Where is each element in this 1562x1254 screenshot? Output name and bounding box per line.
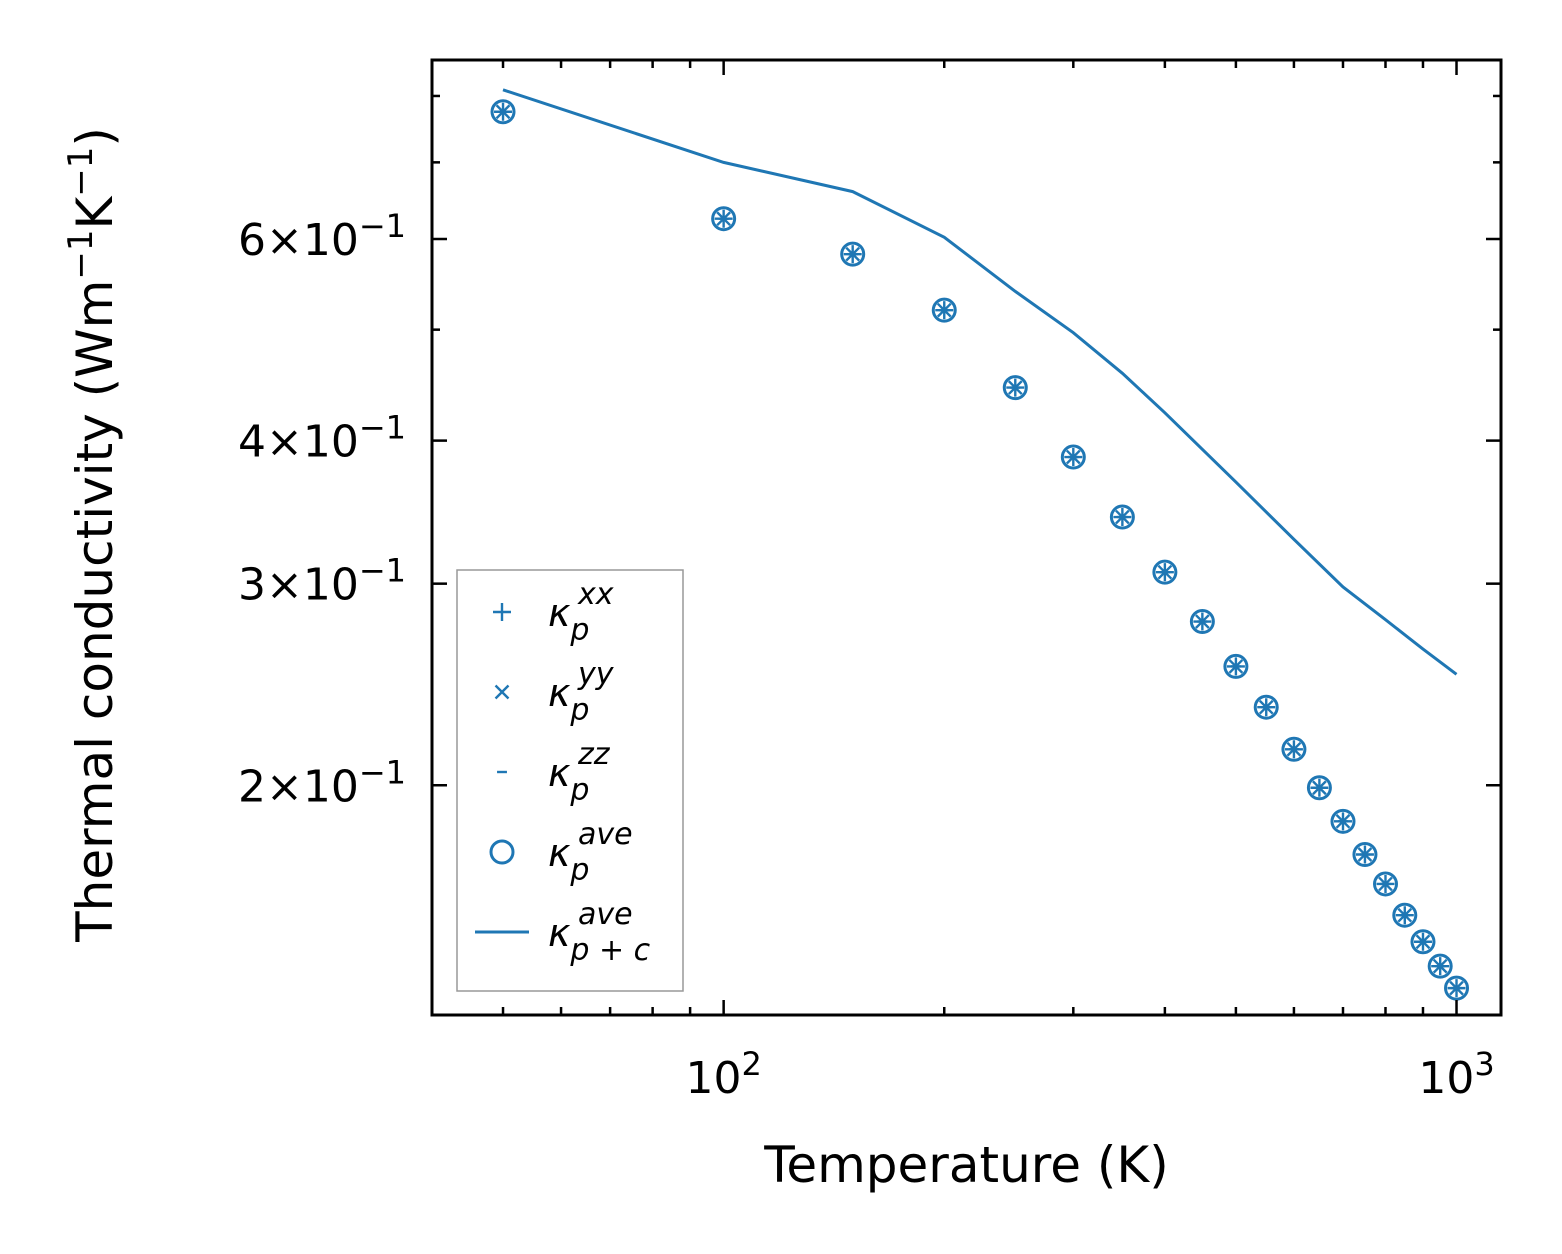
data-point-circle bbox=[1330, 808, 1356, 834]
y-tick-mantissa: 2 bbox=[238, 761, 266, 812]
legend-item: κp + cave bbox=[475, 897, 651, 968]
legend-marker-plus bbox=[493, 603, 511, 621]
data-point-circle bbox=[711, 206, 737, 232]
y-tick-exp: −1 bbox=[359, 753, 406, 791]
y-tick-times: × bbox=[266, 417, 303, 468]
y-tick-exp: −1 bbox=[359, 552, 406, 590]
y-tick-label: 4×10−1 bbox=[238, 409, 406, 468]
y-axis-label-mid: K bbox=[66, 196, 124, 230]
y-tick-label: 6×10−1 bbox=[238, 207, 406, 266]
legend-superscript: yy bbox=[577, 657, 615, 692]
series-layer bbox=[490, 88, 1470, 1001]
y-axis-label-exp1: −1 bbox=[61, 230, 101, 280]
y-tick-mantissa: 6 bbox=[238, 215, 266, 266]
legend-symbol: κ bbox=[548, 751, 571, 795]
legend-superscript: xx bbox=[577, 577, 614, 612]
x-tick-exp: 3 bbox=[1474, 1045, 1494, 1083]
x-tick-label: 102 bbox=[685, 1045, 761, 1104]
series-line bbox=[502, 88, 1458, 676]
y-axis-label-exp2: −1 bbox=[61, 147, 101, 197]
data-point-circle bbox=[1352, 842, 1378, 868]
y-tick-label: 3×10−1 bbox=[238, 552, 406, 611]
legend-marker-x bbox=[494, 684, 510, 700]
y-tick-exp: −1 bbox=[359, 409, 406, 447]
data-point-circle bbox=[1060, 444, 1086, 470]
legend-subscript: p bbox=[569, 613, 589, 648]
y-axis-label: Thermal conductivity (Wm−1K−1) bbox=[61, 127, 124, 943]
y-tick-mantissa: 3 bbox=[238, 560, 266, 611]
data-point-circle bbox=[1392, 902, 1418, 928]
data-point-circle bbox=[1223, 653, 1249, 679]
legend-superscript: ave bbox=[578, 897, 633, 932]
series-line bbox=[502, 88, 1458, 676]
data-point-circle bbox=[490, 99, 516, 125]
x-tick-base: 10 bbox=[1418, 1053, 1474, 1104]
y-tick-base: 10 bbox=[303, 417, 359, 468]
data-point-circle bbox=[840, 241, 866, 267]
data-point-circle bbox=[1427, 953, 1453, 979]
x-axis-label: Temperature (K) bbox=[763, 1136, 1168, 1194]
legend-superscript: zz bbox=[577, 737, 611, 772]
y-tick-mantissa: 4 bbox=[238, 417, 266, 468]
legend-item: κpyy bbox=[494, 657, 615, 728]
data-point-circle bbox=[1372, 871, 1398, 897]
y-tick-exp: −1 bbox=[359, 207, 406, 245]
data-point-circle bbox=[1410, 929, 1436, 955]
x-tick-exp: 2 bbox=[741, 1045, 761, 1083]
legend-item: κpave bbox=[489, 817, 633, 888]
legend-label: κpyy bbox=[548, 657, 615, 728]
data-point-circle bbox=[1253, 694, 1279, 720]
legend-label: κp + cave bbox=[548, 897, 651, 968]
data-point-circle bbox=[1002, 375, 1028, 401]
legend-subscript: p bbox=[569, 853, 589, 888]
y-tick-base: 10 bbox=[303, 215, 359, 266]
y-axis-label-close: ) bbox=[66, 127, 124, 147]
y-tick-times: × bbox=[266, 761, 303, 812]
legend-label: κpxx bbox=[548, 577, 614, 648]
y-tick-base: 10 bbox=[303, 560, 359, 611]
legend-subscript: p bbox=[569, 693, 589, 728]
legend-label: κpzz bbox=[548, 737, 611, 808]
legend-subscript: p + c bbox=[569, 933, 650, 968]
legend-symbol: κ bbox=[548, 831, 571, 875]
legend-symbol: κ bbox=[548, 911, 571, 955]
plot-frame bbox=[430, 58, 1503, 1017]
data-point-circle bbox=[1444, 975, 1470, 1001]
data-point-circle bbox=[1109, 504, 1135, 530]
data-point-circle bbox=[1281, 736, 1307, 762]
legend-superscript: ave bbox=[578, 817, 633, 852]
data-point-circle bbox=[1189, 609, 1215, 635]
data-point-circle bbox=[931, 297, 957, 323]
legend-item: κpzz bbox=[497, 737, 611, 808]
y-tick-label: 2×10−1 bbox=[238, 753, 406, 812]
data-point-circle bbox=[1306, 775, 1332, 801]
legend-item: κpxx bbox=[493, 577, 614, 648]
legend-subscript: p bbox=[569, 773, 589, 808]
legend-label: κpave bbox=[548, 817, 633, 888]
legend-marker-circle bbox=[489, 839, 515, 865]
y-axis-label-text: Thermal conductivity (Wm bbox=[66, 280, 124, 943]
y-tick-base: 10 bbox=[303, 761, 359, 812]
legend-symbol: κ bbox=[548, 591, 571, 635]
x-tick-label: 103 bbox=[1418, 1045, 1494, 1104]
series-dash bbox=[498, 110, 1462, 990]
series-circle bbox=[490, 99, 1470, 1001]
data-point-circle bbox=[1152, 559, 1178, 585]
legend-box bbox=[456, 569, 684, 992]
legend-symbol: κ bbox=[548, 671, 571, 715]
x-tick-base: 10 bbox=[685, 1053, 741, 1104]
y-tick-times: × bbox=[266, 560, 303, 611]
y-tick-times: × bbox=[266, 215, 303, 266]
